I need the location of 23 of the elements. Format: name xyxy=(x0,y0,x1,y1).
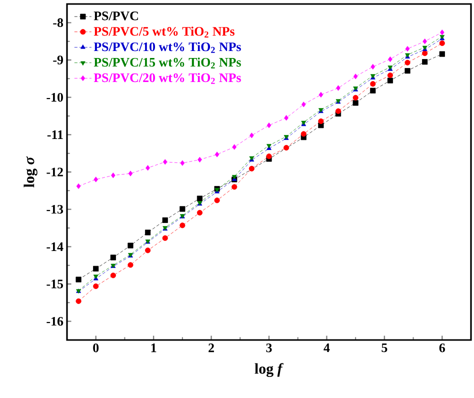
legend-label: PS/PVC/10 wt% TiO$_{2}$ NPs xyxy=(94,42,241,53)
legend-label: PS/PVC xyxy=(94,12,138,20)
y-tick-label: -8 xyxy=(53,18,64,28)
legend-label: PS/PVC/5 wt% TiO$_{2}$ NPs xyxy=(94,26,234,38)
y-axis-title: log σ xyxy=(24,156,38,188)
x-tick-label: 1 xyxy=(151,344,156,352)
y-tick-label: -10 xyxy=(46,92,63,102)
y-tick-label: -15 xyxy=(46,280,64,288)
x-tick-label: 3 xyxy=(266,344,272,352)
legend-label: PS/PVC/15 wt% TiO$_{2}$ NPs xyxy=(94,58,241,68)
legend-label: PS/PVC/20 wt% TiO$_{2}$ NPs xyxy=(94,73,241,84)
x-tick-label: 4 xyxy=(324,344,330,352)
y-tick-label: -12 xyxy=(46,168,63,176)
x-tick-label: 2 xyxy=(208,344,214,352)
y-tick-label: -16 xyxy=(46,316,64,326)
x-axis-title: log f xyxy=(254,363,284,377)
x-tick-label: 0 xyxy=(93,344,99,352)
x-tick-label: 5 xyxy=(382,344,388,352)
y-tick-label: -9 xyxy=(53,56,64,64)
x-tick-label: 6 xyxy=(439,344,445,352)
y-tick-label: -14 xyxy=(46,242,64,251)
y-tick-label: -13 xyxy=(46,204,64,214)
y-tick-label: -11 xyxy=(47,130,63,139)
